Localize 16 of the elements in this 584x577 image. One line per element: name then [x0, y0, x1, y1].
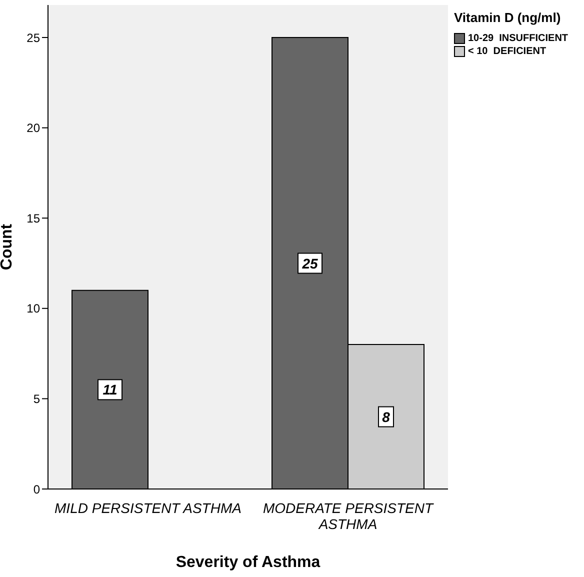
- data-label: 8: [382, 408, 390, 425]
- data-label: 25: [301, 255, 318, 272]
- y-tick-label: 25: [26, 30, 40, 45]
- y-tick-label: 15: [26, 211, 40, 226]
- x-tick-label: MILD PERSISTENT ASTHMA: [54, 500, 242, 516]
- legend-label: 10-29 INSUFFICIENT: [468, 33, 568, 44]
- y-tick-label: 20: [26, 121, 40, 136]
- data-label: 11: [102, 382, 118, 398]
- legend-title: Vitamin D (ng/ml): [454, 10, 562, 25]
- y-tick-label: 5: [33, 392, 40, 406]
- y-axis-title: Count: [0, 223, 16, 270]
- legend-label: < 10 DEFICIENT: [468, 46, 546, 57]
- x-tick-label: MODERATE PERSISTENT ASTHMA: [262, 500, 434, 532]
- y-tick-label: 10: [26, 302, 40, 316]
- y-tick-label: 0: [33, 482, 40, 496]
- x-axis-title: Severity of Asthma: [176, 554, 320, 571]
